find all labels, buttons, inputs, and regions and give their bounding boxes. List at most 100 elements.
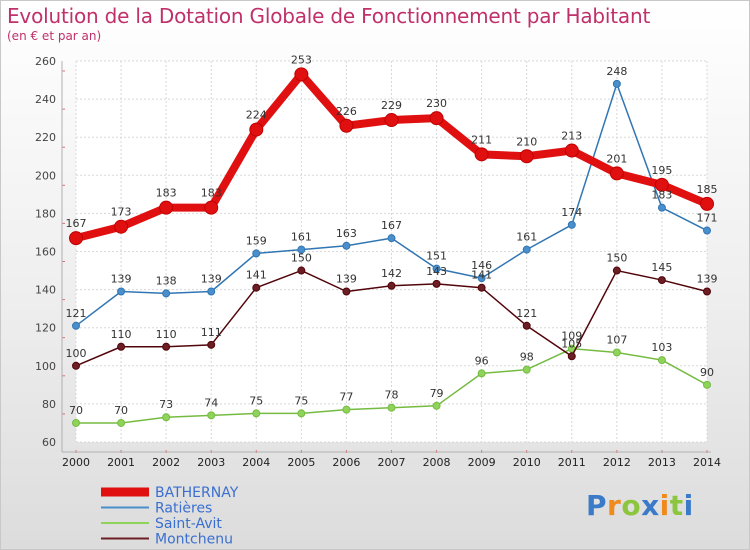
data-point-montchenu — [342, 287, 351, 296]
data-label-bathernay: 173 — [111, 206, 132, 219]
data-point-rati-res — [207, 287, 216, 296]
data-label-montchenu: 139 — [697, 273, 718, 286]
x-tick-label: 2009 — [468, 456, 496, 469]
data-label-saint-avit: 107 — [606, 333, 627, 346]
data-point-montchenu — [117, 342, 126, 351]
data-point-saint-avit — [703, 380, 711, 389]
data-point-bathernay — [114, 219, 129, 234]
x-tick-label: 2002 — [152, 456, 180, 469]
y-tick-label: 120 — [35, 322, 56, 335]
data-label-saint-avit: 98 — [520, 351, 534, 364]
data-label-montchenu: 145 — [651, 261, 672, 274]
data-point-saint-avit — [72, 418, 80, 427]
data-point-bathernay — [294, 67, 309, 82]
data-point-montchenu — [297, 266, 306, 275]
data-point-rati-res — [252, 249, 261, 258]
data-label-saint-avit: 78 — [385, 389, 399, 402]
data-point-montchenu — [703, 287, 711, 296]
data-point-bathernay — [339, 118, 354, 133]
x-tick-label: 2006 — [332, 456, 360, 469]
x-tick-label: 2003 — [197, 456, 225, 469]
data-label-montchenu: 142 — [381, 267, 402, 280]
data-point-saint-avit — [162, 413, 171, 422]
data-point-montchenu — [522, 321, 531, 330]
data-label-saint-avit: 75 — [249, 394, 263, 407]
x-tick-label: 2000 — [62, 456, 90, 469]
data-label-montchenu: 105 — [561, 337, 582, 350]
data-point-saint-avit — [117, 418, 126, 427]
data-point-montchenu — [207, 340, 216, 349]
data-point-saint-avit — [477, 369, 486, 378]
data-label-bathernay: 183 — [156, 187, 177, 200]
data-point-rati-res — [703, 226, 711, 235]
data-label-rati-res: 161 — [291, 231, 312, 244]
data-label-montchenu: 111 — [201, 326, 222, 339]
data-label-rati-res: 146 — [471, 259, 492, 272]
y-tick-label: 180 — [35, 207, 56, 220]
data-label-bathernay: 210 — [516, 135, 537, 148]
data-label-rati-res: 171 — [697, 212, 718, 225]
data-point-bathernay — [519, 149, 534, 164]
x-tick-label: 2004 — [242, 456, 270, 469]
x-tick-label: 2013 — [648, 456, 676, 469]
chart-title: Evolution de la Dotation Globale de Fonc… — [7, 4, 651, 28]
data-label-bathernay: 224 — [246, 109, 267, 122]
data-label-montchenu: 141 — [246, 269, 267, 282]
logo-letter: t — [669, 489, 684, 522]
data-point-saint-avit — [522, 365, 531, 374]
y-tick-label: 100 — [35, 360, 56, 373]
data-label-saint-avit: 70 — [114, 404, 128, 417]
data-point-saint-avit — [207, 411, 216, 420]
data-label-saint-avit: 75 — [294, 394, 308, 407]
data-point-rati-res — [477, 274, 486, 283]
data-point-montchenu — [432, 279, 441, 288]
data-point-montchenu — [477, 283, 486, 292]
data-label-bathernay: 201 — [606, 152, 627, 165]
data-label-rati-res: 161 — [516, 231, 537, 244]
x-tick-label: 2011 — [558, 456, 586, 469]
data-label-saint-avit: 90 — [700, 366, 714, 379]
data-label-montchenu: 139 — [336, 273, 357, 286]
data-label-montchenu: 141 — [471, 269, 492, 282]
legend-label: Montchenu — [155, 532, 233, 548]
data-point-bathernay — [654, 177, 669, 192]
data-label-bathernay: 213 — [561, 130, 582, 143]
data-point-bathernay — [159, 200, 174, 215]
y-tick-label: 60 — [42, 436, 56, 449]
data-label-bathernay: 253 — [291, 53, 312, 66]
data-label-bathernay: 229 — [381, 99, 402, 112]
logo-letter: o — [621, 489, 642, 522]
data-label-rati-res: 167 — [381, 219, 402, 232]
data-label-saint-avit: 74 — [204, 396, 218, 409]
data-point-bathernay — [204, 200, 219, 215]
data-label-bathernay: 211 — [471, 133, 492, 146]
data-point-rati-res — [612, 79, 621, 88]
x-tick-label: 2005 — [287, 456, 315, 469]
data-label-saint-avit: 77 — [339, 391, 353, 404]
legend-label: Ratières — [155, 501, 212, 517]
y-tick-label: 140 — [35, 284, 56, 297]
data-point-bathernay — [474, 147, 489, 162]
logo-letter: P — [586, 489, 608, 522]
y-tick-label: 160 — [35, 246, 56, 259]
data-label-montchenu: 110 — [156, 328, 177, 341]
logo-letter: i — [659, 489, 670, 522]
data-label-montchenu: 150 — [606, 252, 627, 265]
data-label-saint-avit: 96 — [475, 354, 489, 367]
data-point-montchenu — [657, 276, 666, 285]
data-point-bathernay — [384, 113, 399, 128]
logo-letter: x — [641, 489, 660, 522]
data-label-rati-res: 174 — [561, 206, 582, 219]
data-point-bathernay — [564, 143, 579, 158]
x-tick-label: 2008 — [423, 456, 451, 469]
x-tick-label: 2012 — [603, 456, 631, 469]
data-point-saint-avit — [432, 401, 441, 410]
data-label-rati-res: 151 — [426, 250, 447, 263]
data-point-montchenu — [72, 361, 80, 370]
data-point-saint-avit — [612, 348, 621, 357]
legend-label: Saint-Avit — [155, 516, 222, 532]
data-label-bathernay: 230 — [426, 97, 447, 110]
data-point-bathernay — [700, 196, 714, 211]
data-point-rati-res — [162, 289, 171, 298]
